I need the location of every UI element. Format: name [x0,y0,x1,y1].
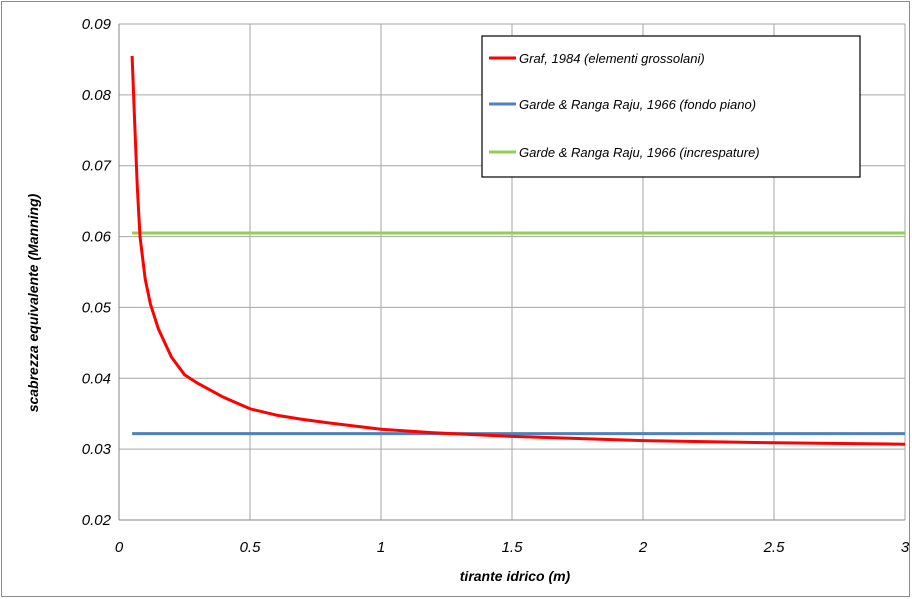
x-tick-label: 3 [901,539,910,556]
legend: Graf, 1984 (elementi grossolani) Garde &… [481,35,861,178]
y-tick-label: 0.03 [82,441,112,458]
legend-label-fondo-piano: Garde & Ranga Raju, 1966 (fondo piano) [519,97,756,112]
y-tick-label: 0.07 [82,158,112,175]
x-tick-label: 0 [115,539,124,556]
x-tick-labels: 0 0.5 1 1.5 2 2.5 3 [115,539,910,556]
y-tick-label: 0.06 [82,229,112,246]
x-tick-label: 1.5 [502,539,524,556]
y-tick-label: 0.05 [82,299,112,316]
y-axis-title: scabrezza equivalente (Manning) [25,193,41,412]
y-tick-label: 0.09 [82,16,112,33]
y-tick-label: 0.08 [82,87,112,104]
x-tick-label: 2.5 [763,539,786,556]
x-tick-label: 2 [638,539,648,556]
x-tick-label: 1 [377,539,385,556]
y-tick-label: 0.02 [82,512,112,529]
legend-label-increspature: Garde & Ranga Raju, 1966 (increspature) [519,145,760,160]
y-tick-label: 0.04 [82,370,111,387]
x-axis-title: tirante idrico (m) [460,568,571,584]
legend-label-graf: Graf, 1984 (elementi grossolani) [519,51,705,66]
legend-box [481,35,861,178]
series-lines [130,55,906,446]
series-line-graf [130,55,906,446]
x-tick-label: 0.5 [240,539,262,556]
y-tick-labels: 0.02 0.03 0.04 0.05 0.06 0.07 0.08 0.09 [82,16,112,529]
